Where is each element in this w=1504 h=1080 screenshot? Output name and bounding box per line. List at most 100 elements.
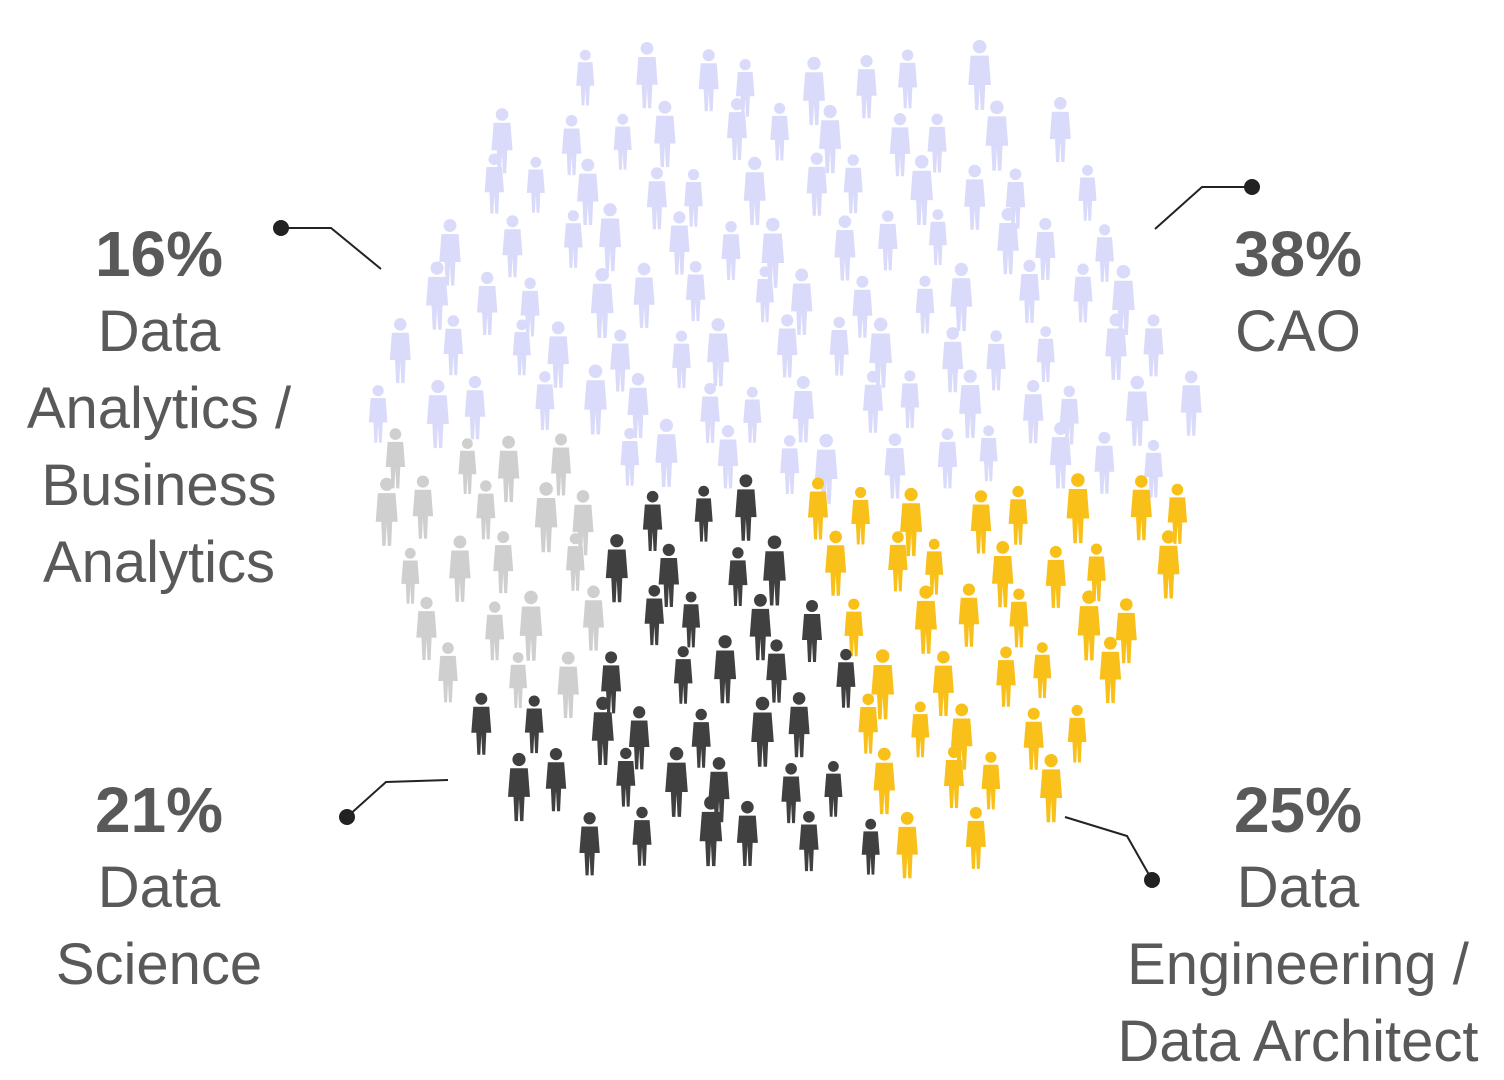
person-figure [950, 262, 973, 331]
person-figure [856, 54, 877, 119]
person-figure [755, 266, 774, 323]
person-figure [566, 533, 585, 591]
person-figure [964, 164, 986, 230]
connector-line [346, 779, 449, 818]
person-figure [497, 435, 520, 503]
person-figure [1125, 375, 1149, 446]
person-figure [642, 490, 663, 551]
person-figure [851, 486, 870, 545]
person-figure [799, 810, 819, 872]
person-figure [1180, 370, 1202, 436]
person-figure [590, 267, 614, 338]
person-figure [861, 818, 880, 875]
person-figure [520, 277, 540, 337]
person-figure [416, 596, 437, 661]
person-figure [1167, 483, 1188, 544]
person-figure [992, 540, 1014, 608]
person-figure [438, 642, 458, 703]
person-figure [502, 215, 523, 278]
person-figure [743, 156, 766, 225]
person-figure [557, 651, 579, 718]
person-figure [735, 474, 757, 541]
person-figure [965, 806, 986, 869]
person-figure [777, 314, 798, 378]
person-figure [375, 477, 398, 546]
person-figure [1115, 598, 1137, 664]
person-figure [673, 646, 693, 704]
person-figure [368, 385, 388, 443]
segment-percent: 21% [94, 774, 224, 846]
person-figure [1009, 588, 1029, 648]
person-figure [1066, 473, 1090, 544]
person-figure [937, 428, 958, 489]
person-figure [780, 435, 800, 494]
person-figure [694, 485, 713, 542]
person-figure [871, 649, 894, 720]
person-figure [1143, 314, 1164, 377]
person-figure [761, 217, 785, 288]
person-figure [599, 203, 622, 272]
person-figure [1005, 168, 1026, 229]
person-figure [601, 651, 622, 714]
person-figure [944, 746, 964, 808]
person-figure [576, 49, 595, 106]
person-figure [493, 531, 514, 594]
person-figure [577, 158, 599, 225]
person-figure [763, 535, 786, 606]
person-figure [721, 221, 741, 280]
person-figure [412, 475, 434, 539]
person-figure [572, 490, 594, 556]
person-figure [749, 593, 772, 661]
person-figure [1144, 439, 1163, 498]
person-figure [613, 113, 632, 170]
person-figure [717, 425, 739, 489]
person-figure [863, 370, 883, 433]
person-figure [1067, 704, 1087, 763]
person-figure [981, 751, 1001, 810]
person-figure [968, 39, 991, 110]
person-figure [808, 477, 828, 540]
person-figure [736, 800, 758, 866]
person-figure [385, 428, 406, 489]
person-figure [910, 154, 933, 225]
person-figure [389, 318, 411, 384]
person-figure [1073, 263, 1093, 323]
person-figure [627, 373, 649, 439]
person-figure [743, 386, 762, 443]
person-figure [806, 152, 827, 216]
person-figure [889, 113, 911, 177]
person-figure [699, 796, 723, 867]
person-figure [564, 210, 583, 268]
connector-dot [339, 809, 355, 825]
person-figure [727, 98, 747, 161]
person-figure [605, 534, 628, 603]
person-figure [561, 114, 582, 176]
person-figure [792, 376, 814, 443]
person-figure [464, 375, 486, 440]
person-figure [655, 418, 678, 487]
person-figure [708, 757, 730, 823]
person-figure [1157, 530, 1180, 599]
person-figure [1022, 379, 1044, 444]
person-figure [802, 600, 822, 662]
person-figure [970, 490, 992, 554]
person-figure [658, 543, 679, 607]
person-figure [547, 321, 569, 388]
person-figure [646, 167, 667, 230]
segment-label-data-science: 21% Data Science [0, 772, 318, 1003]
person-figure [1094, 431, 1115, 494]
person-figure [869, 317, 892, 388]
segment-label-data-engineering: 25% Data Engineering / Data Architect [1096, 772, 1500, 1080]
person-figure [524, 695, 544, 754]
person-figure [959, 369, 982, 438]
person-figure [843, 154, 863, 214]
person-figure [829, 316, 849, 376]
segment-name: Data Science [55, 854, 263, 997]
person-figure [449, 535, 471, 602]
person-figure [884, 433, 906, 499]
segment-label-data-analytics: 16% Data Analytics / Business Analytics [0, 216, 318, 601]
person-figure [458, 438, 477, 494]
person-figure [707, 318, 730, 387]
person-figure [1059, 385, 1079, 445]
person-figure [439, 219, 461, 286]
